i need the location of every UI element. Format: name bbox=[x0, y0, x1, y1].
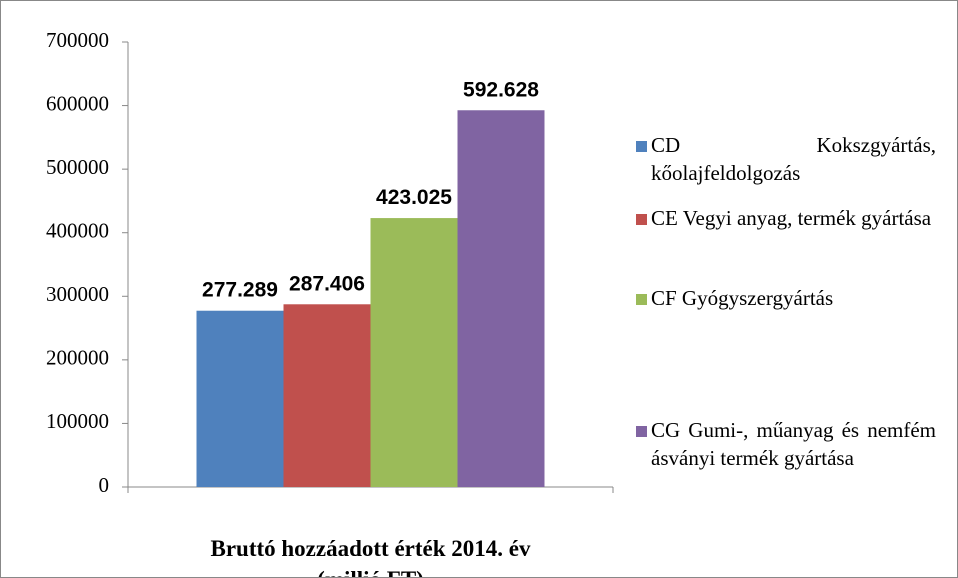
legend-label: CG Gumi-, műanyag és nemfém ásványi term… bbox=[651, 418, 936, 470]
legend-swatch bbox=[636, 214, 647, 225]
y-tick-label: 500000 bbox=[46, 155, 109, 179]
x-tick-label: Bruttó hozzáadott érték 2014. év (millió… bbox=[210, 536, 531, 577]
data-label: 592.628 bbox=[463, 78, 539, 101]
y-tick-label: 600000 bbox=[46, 91, 109, 115]
bar bbox=[196, 310, 284, 487]
bar bbox=[370, 218, 458, 487]
legend-swatch bbox=[636, 426, 647, 437]
y-tick-label: 0 bbox=[99, 473, 110, 497]
data-label: 423.025 bbox=[376, 186, 452, 209]
bar bbox=[457, 110, 545, 488]
y-tick-label: 200000 bbox=[46, 346, 109, 370]
y-tick-label: 700000 bbox=[46, 28, 109, 52]
data-label: 277.289 bbox=[202, 279, 278, 302]
legend-swatch bbox=[636, 141, 647, 152]
legend-swatch bbox=[636, 294, 647, 305]
bar bbox=[283, 304, 371, 487]
data-label: 287.406 bbox=[289, 272, 365, 295]
legend-label: CE Vegyi anyag, termék gyártása bbox=[651, 206, 932, 230]
legend-label: CF Gyógyszergyártás bbox=[651, 286, 834, 310]
legend-label: CD Kokszgyártás, kőolajfeldolgozás bbox=[651, 133, 936, 185]
y-tick-label: 300000 bbox=[46, 282, 109, 306]
y-tick-label: 400000 bbox=[46, 219, 109, 243]
y-tick-label: 100000 bbox=[46, 409, 109, 433]
